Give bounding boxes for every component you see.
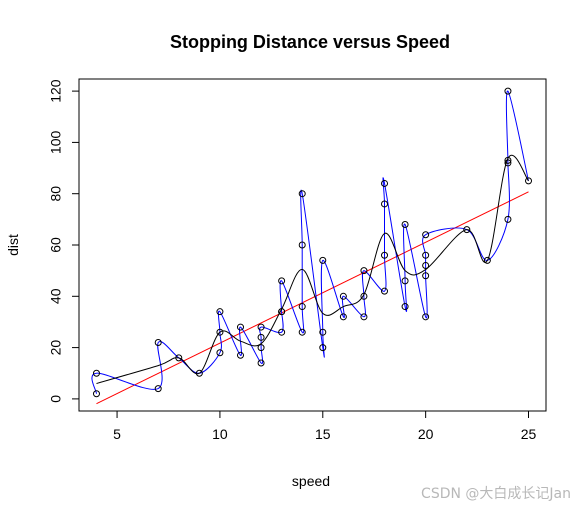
data-point — [422, 231, 430, 239]
data-point — [195, 369, 203, 377]
regression-line — [96, 191, 529, 405]
data-point — [360, 267, 368, 275]
lines-layer — [91, 90, 529, 405]
data-point — [381, 287, 389, 295]
data-point — [504, 87, 512, 95]
data-point — [154, 338, 162, 346]
y-tick-label: 20 — [48, 340, 64, 356]
data-point — [278, 328, 286, 336]
data-point — [401, 303, 409, 311]
y-tick-label: 80 — [48, 186, 64, 202]
data-point — [360, 313, 368, 321]
data-point — [92, 390, 100, 398]
data-point — [278, 308, 286, 316]
data-point — [298, 303, 306, 311]
data-point — [257, 359, 265, 367]
x-tick-label: 15 — [315, 426, 331, 442]
spline-curve — [91, 90, 529, 394]
y-tick-label: 60 — [48, 237, 64, 253]
data-point — [381, 251, 389, 259]
chart-title: Stopping Distance versus Speed — [170, 32, 450, 52]
data-point — [525, 177, 533, 185]
x-tick-label: 20 — [418, 426, 434, 442]
data-point — [483, 256, 491, 264]
x-axis: 5 10 15 20 25 — [113, 410, 537, 442]
data-point — [504, 159, 512, 167]
data-point — [175, 354, 183, 362]
data-point — [422, 251, 430, 259]
data-point — [504, 215, 512, 223]
data-point — [216, 349, 224, 357]
data-point — [154, 385, 162, 393]
smooth-curve — [96, 154, 529, 384]
data-point — [236, 351, 244, 359]
y-tick-label: 120 — [48, 79, 64, 103]
y-tick-label: 0 — [48, 395, 64, 403]
x-tick-label: 25 — [521, 426, 537, 442]
data-point — [298, 328, 306, 336]
x-axis-label: speed — [292, 473, 330, 489]
data-point — [504, 156, 512, 164]
y-tick-label: 100 — [48, 131, 64, 155]
data-point — [422, 313, 430, 321]
data-point — [422, 272, 430, 280]
data-point — [339, 313, 347, 321]
data-point — [257, 344, 265, 352]
data-point — [298, 241, 306, 249]
x-tick-label: 10 — [212, 426, 228, 442]
watermark: CSDN @大白成长记Jan — [421, 486, 571, 502]
data-point — [319, 256, 327, 264]
data-point — [278, 277, 286, 285]
data-point — [401, 220, 409, 228]
data-point — [360, 292, 368, 300]
data-point — [381, 200, 389, 208]
data-point — [298, 190, 306, 198]
y-tick-label: 40 — [48, 288, 64, 304]
data-point — [257, 333, 265, 341]
points-layer — [92, 87, 533, 398]
data-point — [339, 292, 347, 300]
y-axis-label: dist — [5, 234, 21, 256]
data-point — [319, 328, 327, 336]
plot-box — [78, 78, 547, 412]
data-point — [92, 369, 100, 377]
data-point — [319, 344, 327, 352]
data-point — [216, 328, 224, 336]
data-point — [422, 262, 430, 270]
data-point — [463, 226, 471, 234]
data-point — [257, 323, 265, 331]
data-point — [401, 277, 409, 285]
data-point — [216, 308, 224, 316]
data-point — [381, 179, 389, 187]
data-point — [236, 323, 244, 331]
x-tick-label: 5 — [113, 426, 121, 442]
y-axis: 0 20 40 60 80 100 120 — [48, 79, 80, 403]
